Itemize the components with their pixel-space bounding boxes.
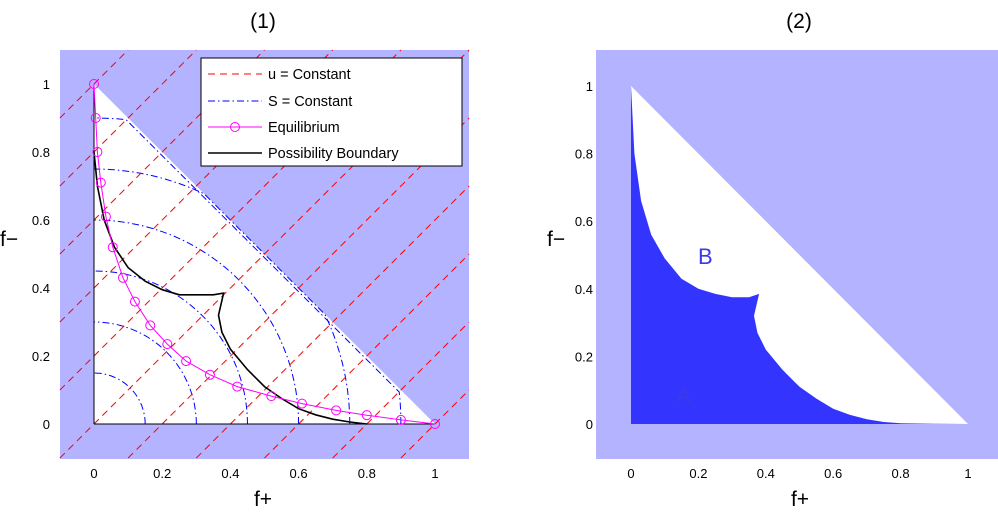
equilibrium-point	[361, 410, 372, 421]
equilibrium-point	[181, 356, 192, 367]
equilibrium-point	[107, 242, 118, 253]
y-tick-label: 0.4	[575, 282, 593, 297]
equilibrium-point	[92, 147, 103, 157]
panel-1-x-tick-labels: 0 0.2 0.4 0.6 0.8 1	[90, 466, 438, 481]
s-constant-curve	[93, 270, 248, 425]
y-tick-label: 0.4	[32, 281, 50, 296]
panel-1-y-tick-labels: 0 0.2 0.4 0.6 0.8 1	[32, 77, 50, 432]
equilibrium-point	[117, 272, 128, 283]
equilibrium-point	[162, 339, 173, 350]
equilibrium-point	[297, 398, 308, 409]
panel-2-y-axis-label: f−	[547, 228, 565, 251]
equilibrium-point	[266, 391, 277, 402]
panel-1-x-axis-label: f+	[254, 488, 272, 511]
equilibrium-point	[95, 177, 106, 188]
equilibrium-point	[89, 79, 99, 89]
x-tick-label: 1	[431, 466, 438, 481]
panel-1-legend: u = Constant S = Constant Equilibrium Po…	[200, 57, 463, 167]
legend-equilibrium-label: Equilibrium	[268, 120, 340, 136]
u-constant-line	[332, 321, 470, 459]
legend-boundary-label: Possibility Boundary	[268, 146, 399, 162]
equilibrium-point	[145, 320, 156, 331]
equilibrium-point	[331, 405, 342, 416]
equilibrium-point	[129, 296, 140, 307]
x-tick-label: 0.6	[290, 466, 308, 481]
y-tick-label: 0	[586, 417, 593, 432]
region-b-label: B	[698, 244, 713, 269]
panel-1-feasible-edges	[93, 84, 435, 425]
panel-2-x-tick-labels: 0 0.2 0.4 0.6 0.8 1	[627, 466, 971, 481]
panel-1-y-axis-label: f−	[0, 228, 18, 251]
equilibrium-point	[204, 369, 215, 380]
panel-2-region-a	[631, 86, 968, 424]
y-tick-label: 0	[43, 417, 50, 432]
u-constant-line	[195, 185, 470, 459]
panel-2: (2) A B 0 0.2 0.4 0.6 0.8 1 0 0.2 0.4 0.6 0.8 1 f+…	[547, 10, 998, 511]
y-tick-label: 0.2	[575, 349, 593, 364]
equilibrium-point	[395, 414, 406, 425]
u-constant-line	[127, 117, 470, 459]
legend-equilibrium-marker	[230, 122, 240, 132]
u-constant-line	[59, 49, 334, 323]
x-tick-label: 0.6	[824, 466, 842, 481]
x-tick-label: 1	[964, 466, 971, 481]
y-tick-label: 0.6	[32, 213, 50, 228]
legend-s-label: S = Constant	[268, 94, 352, 110]
panel-2-y-tick-labels: 0 0.2 0.4 0.6 0.8 1	[575, 79, 593, 432]
legend-u-label: u = Constant	[268, 67, 351, 83]
panel-2-title: (2)	[786, 10, 812, 33]
x-tick-label: 0	[627, 466, 634, 481]
region-a-label: A	[676, 383, 691, 408]
x-tick-label: 0.8	[358, 466, 376, 481]
equilibrium-point	[100, 211, 111, 222]
panel-1-equilibrium-markers	[89, 79, 440, 429]
x-tick-label: 0.8	[892, 466, 910, 481]
panel-1: (1) 0 0.2 0.4 0.6 0.8 1 00.20.40.60.81 f+ f− …	[0, 10, 470, 511]
x-tick-label: 0	[90, 466, 97, 481]
x-tick-label: 0.2	[689, 466, 707, 481]
y-tick-label: 0.8	[32, 145, 50, 160]
y-tick-label: 0.2	[32, 349, 50, 364]
equilibrium-point	[232, 381, 243, 392]
x-tick-label: 0.4	[757, 466, 775, 481]
y-tick-label: 0.6	[575, 214, 593, 229]
s-constant-curve	[94, 321, 197, 424]
x-tick-label: 0.4	[221, 466, 239, 481]
u-constant-line	[59, 49, 197, 187]
panel-1-possibility-boundary	[93, 151, 367, 425]
s-constant-curve	[93, 117, 402, 425]
y-tick-label: 0.8	[575, 147, 593, 162]
equilibrium-point	[90, 113, 101, 123]
equilibrium-point	[430, 419, 440, 429]
y-tick-label: 1	[586, 79, 593, 94]
y-tick-label: 1	[43, 77, 50, 92]
panel-1-equilibrium-line	[93, 83, 436, 425]
panel-1-title: (1)	[250, 10, 276, 33]
x-tick-label: 0.2	[153, 466, 171, 481]
panel-2-x-axis-label: f+	[791, 488, 809, 511]
